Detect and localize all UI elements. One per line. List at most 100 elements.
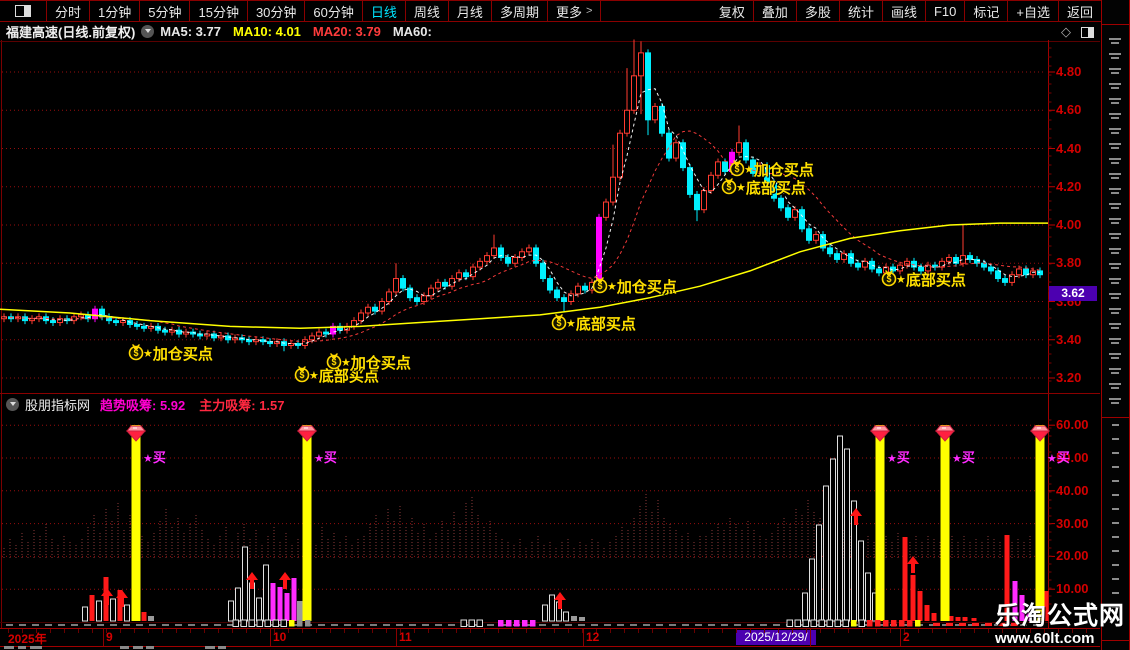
side-strip-glyph <box>1109 233 1121 235</box>
indicator-chevron-icon[interactable] <box>6 397 19 411</box>
side-strip-divider <box>1102 417 1130 418</box>
period-toolbar: 分时 1分钟 5分钟 15分钟 30分钟 60分钟 日线 周线 月线 多周期 更多 > 复权 叠加 多股统… <box>0 0 1130 22</box>
month-tick <box>810 629 811 646</box>
side-strip-glyph <box>1111 252 1119 254</box>
toolbar-period-tab[interactable]: 多周期 <box>492 1 548 21</box>
minor-tick <box>918 629 919 633</box>
toolbar-action-button[interactable]: 统计 <box>840 1 883 21</box>
minor-tick <box>330 629 331 633</box>
toolbar-action-button[interactable]: 多股 <box>797 1 840 21</box>
month-tick <box>583 629 584 646</box>
side-strip-glyph <box>1112 480 1119 482</box>
date-axis: 2025年 2025/12/29/— 9 10 11 12 2 <box>0 628 1100 650</box>
minor-tick <box>960 629 961 633</box>
side-strip-glyph <box>1112 452 1119 454</box>
date-highlight: 2025/12/29/— <box>736 630 816 650</box>
toolbar-period-tab[interactable]: 周线 <box>406 1 449 21</box>
minor-tick <box>316 629 317 633</box>
minor-tick <box>764 629 765 633</box>
side-strip-glyph <box>1109 248 1121 250</box>
side-strip-glyph <box>1109 158 1121 160</box>
toolbar-action-button[interactable]: 复权 <box>711 1 754 21</box>
star-icon: ★ <box>887 453 897 465</box>
side-strip-glyph <box>1112 536 1119 538</box>
side-strip-glyph <box>1109 278 1121 280</box>
minor-tick <box>610 629 611 633</box>
minor-tick <box>834 629 835 633</box>
toolbar-period-tab[interactable]: 5分钟 <box>140 1 191 21</box>
toolbar-period-tab[interactable]: 1分钟 <box>90 1 141 21</box>
clipped-text-mark <box>120 646 129 649</box>
minor-tick <box>568 629 569 633</box>
more-arrow-icon: > <box>585 5 593 17</box>
ma-legend-item: MA60: <box>392 24 432 39</box>
star-icon: ★ <box>1047 453 1057 465</box>
window-split-icon <box>15 5 31 17</box>
buy-signal-label: ★买 <box>887 447 910 466</box>
side-strip-glyph <box>1111 177 1119 179</box>
ma-legend: MA5: 3.77 MA10: 4.01 MA20: 3.79 MA60: <box>160 24 444 39</box>
toolbar-action-button[interactable]: 画线 <box>883 1 926 21</box>
window-icon[interactable] <box>1081 26 1094 38</box>
minor-tick <box>526 629 527 633</box>
toolbar-period-tab[interactable]: 30分钟 <box>248 1 306 21</box>
toolbar-period-tab[interactable]: 月线 <box>449 1 492 21</box>
minor-tick <box>498 629 499 633</box>
toolbar-period-tab[interactable]: 15分钟 <box>190 1 248 21</box>
toolbar-period-tab[interactable]: 日线 <box>363 1 406 21</box>
minor-tick <box>106 629 107 633</box>
diamond-icon[interactable]: ◇ <box>1061 24 1071 39</box>
minor-tick <box>736 629 737 633</box>
toolbar-action-button[interactable]: 叠加 <box>754 1 797 21</box>
side-strip-glyph <box>1111 282 1119 284</box>
toolbar-period-tab[interactable]: 分时 <box>47 1 91 21</box>
minor-tick <box>246 629 247 633</box>
side-strip-glyph <box>1112 508 1119 510</box>
side-strip-glyph <box>1111 87 1119 89</box>
minor-tick <box>680 629 681 633</box>
indicator-axis-label: 60.00 <box>1056 417 1089 433</box>
minor-tick <box>358 629 359 633</box>
clipped-text-mark <box>205 646 215 649</box>
buy-signal-label: ★买 <box>952 447 975 466</box>
minor-tick <box>694 629 695 633</box>
side-strip-glyph <box>1109 173 1121 175</box>
window-split-button[interactable] <box>0 1 47 21</box>
side-strip-glyph <box>1111 117 1119 119</box>
right-sidebar-strip[interactable] <box>1101 0 1130 650</box>
minor-tick <box>218 629 219 633</box>
side-strip-glyph <box>1111 162 1119 164</box>
side-strip-glyph <box>1111 222 1119 224</box>
toolbar-action-button[interactable]: 返回 <box>1059 1 1102 21</box>
side-strip-glyph <box>1112 550 1119 552</box>
toolbar-action-button[interactable]: 标记 <box>965 1 1009 21</box>
minor-tick <box>652 629 653 633</box>
toolbar-period-tab[interactable]: 更多 > <box>548 1 602 21</box>
star-icon: ★ <box>143 453 153 465</box>
side-strip-glyph <box>1109 98 1121 100</box>
side-strip-glyph <box>1112 494 1119 496</box>
minor-tick <box>792 629 793 633</box>
minor-tick <box>148 629 149 633</box>
minor-tick <box>750 629 751 633</box>
minor-tick <box>1030 629 1031 633</box>
side-strip-glyph <box>1112 466 1119 468</box>
price-axis-label: 4.60 <box>1056 102 1082 118</box>
month-tick <box>900 629 901 646</box>
toolbar-action-button[interactable]: +自选 <box>1008 1 1059 21</box>
price-axis-label: 3.80 <box>1056 255 1082 271</box>
minor-tick <box>92 629 93 633</box>
price-axis-label: 4.00 <box>1056 217 1082 232</box>
collapse-chevron-icon[interactable] <box>141 25 155 38</box>
minor-tick <box>50 629 51 633</box>
minor-tick <box>274 629 275 633</box>
toolbar-action-button[interactable]: F10 <box>926 1 966 21</box>
side-strip-glyph <box>1111 297 1119 299</box>
month-tick <box>396 629 397 646</box>
minor-tick <box>400 629 401 633</box>
minor-tick <box>806 629 807 633</box>
minor-tick <box>1058 629 1059 633</box>
side-strip-glyph <box>1109 143 1121 145</box>
toolbar-period-tab[interactable]: 60分钟 <box>305 1 363 21</box>
